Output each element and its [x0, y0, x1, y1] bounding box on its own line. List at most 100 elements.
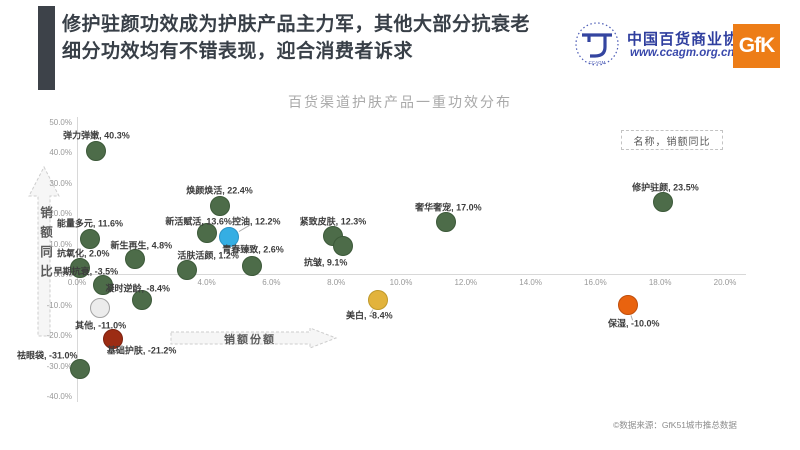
point-value: 12.2% [255, 216, 281, 227]
title-accent-bar [38, 6, 55, 90]
scatter-point-label-0: 弹力弹嫩, 40.3% [63, 129, 130, 142]
x-axis-label: 销额份额 [224, 334, 276, 346]
scatter-point-label-6: 紧致皮肤, 12.3% [300, 215, 367, 228]
scatter-point-label-12: 青春臻致, 2.6% [222, 243, 284, 256]
point-value: -21.2% [147, 345, 177, 356]
y-tick: 50.0% [49, 117, 72, 127]
scatter-point-19 [70, 358, 91, 379]
x-tick: 12.0% [454, 278, 478, 287]
x-tick: 0.0% [67, 278, 87, 287]
association-url-label: www.ccagm.org.cn [630, 47, 735, 59]
point-value: -8.4% [146, 283, 171, 294]
point-name: 修护驻颜, [632, 182, 674, 193]
scatter-point-label-8: 抗皱, 9.1% [304, 256, 348, 269]
point-name: 青春臻致, [222, 244, 264, 255]
point-name: 祛眼袋, [16, 350, 49, 361]
point-value: -11.0% [98, 320, 127, 331]
scatter-point-label-15: 美白, -8.4% [346, 308, 393, 321]
point-name: 活肤活颜, [177, 250, 219, 261]
page-title-line1: 修护驻颜功效成为护肤产品主力军，其他大部分抗衰老 [62, 14, 531, 35]
scatter-point-label-14: 凝时逆龄, -8.4% [106, 281, 171, 294]
x-tick: 6.0% [262, 278, 281, 287]
point-value: 12.3% [340, 216, 367, 227]
point-value: 22.4% [227, 185, 253, 196]
gfk-logo: GfK [733, 24, 780, 68]
scatter-point-label-19: 祛眼袋, -31.0% [17, 348, 78, 361]
scatter-point-3 [436, 212, 457, 233]
point-name: 奢华奢宠, [415, 202, 457, 213]
scatter-point-11 [177, 260, 198, 281]
point-value: 40.3% [104, 130, 130, 141]
scatter-point-9 [125, 249, 146, 270]
scatter-point-12 [241, 256, 262, 277]
point-value: 13.6% [206, 216, 232, 227]
x-tick: 20.0% [713, 278, 737, 287]
point-name: 早期抗衰, [53, 266, 95, 277]
scatter-point-label-3: 奢华奢宠, 17.0% [415, 201, 482, 214]
x-tick: 4.0% [197, 278, 216, 287]
point-name: 弹力弹嫩, [63, 130, 105, 141]
point-name: 新活赋活, [165, 216, 207, 227]
scatter-point-7 [79, 228, 100, 249]
scatter-point-0 [86, 141, 107, 162]
point-name: 凝时逆龄, [105, 283, 147, 294]
point-value: -31.0% [48, 350, 78, 361]
x-tick: 10.0% [389, 278, 413, 287]
scatter-point-label-9: 新生再生, 4.8% [111, 239, 173, 252]
scatter-point-17 [89, 297, 110, 318]
y-tick: -20.0% [46, 331, 72, 340]
scatter-point-10 [70, 257, 91, 278]
point-value: 1.2% [218, 250, 239, 261]
page-title-line2: 细分功效均有不错表现，迎合消费者诉求 [62, 40, 414, 62]
point-name: 控油, [231, 216, 256, 227]
y-tick: 30.0% [49, 178, 72, 188]
association-name-label: 中国百货商业协会 [627, 31, 756, 48]
scatter-point-8 [332, 236, 353, 257]
point-name: 美白, [346, 310, 370, 321]
scatter-point-label-1: 焕颜焕活, 22.4% [186, 183, 253, 196]
point-value: -8.4% [369, 310, 393, 321]
y-tick: 0.0% [53, 270, 72, 279]
scatter-point-label-11: 活肤活颜, 1.2% [177, 249, 239, 262]
legend-box: 名称，销额同比 [621, 130, 723, 150]
point-name: 抗氧化, [56, 248, 89, 259]
point-name: 抗皱, [303, 257, 327, 268]
x-tick: 8.0% [327, 278, 346, 287]
scatter-point-label-18: 基础护肤, -21.2% [107, 343, 177, 356]
point-value: 2.6% [263, 244, 284, 255]
point-name: 基础护肤, [106, 345, 148, 356]
y-tick: 40.0% [49, 148, 72, 157]
scatter-point-14 [131, 289, 152, 310]
scatter-point-label-5: 控油, 12.2% [232, 214, 281, 227]
y-tick: -10.0% [46, 300, 72, 310]
point-value: -3.5% [94, 266, 119, 277]
y-axis-label: 销额同比 [38, 206, 52, 284]
point-name: 紧致皮肤, [299, 216, 341, 227]
scatter-point-label-10: 抗氧化, 2.0% [57, 246, 110, 259]
point-value: 4.8% [151, 240, 173, 251]
point-value: 23.5% [673, 182, 699, 193]
ccagm-logo-icon: CCAGM [575, 22, 619, 66]
scatter-point-13 [92, 274, 113, 295]
y-tick: -30.0% [46, 361, 72, 371]
scatter-point-5 [219, 226, 240, 247]
x-axis-line [77, 274, 746, 275]
x-tick: 18.0% [648, 278, 672, 287]
scatter-point-16 [617, 294, 638, 315]
y-tick: 10.0% [49, 239, 72, 249]
page-title: 修护驻颜功效成为护肤产品主力军，其他大部分抗衰老 细分功效均有不错表现，迎合消费… [62, 12, 530, 65]
point-value: 9.1% [326, 257, 348, 268]
x-tick: 16.0% [584, 278, 607, 287]
point-name: 能量多元, [56, 218, 98, 229]
x-tick: 14.0% [519, 278, 542, 287]
x-axis-arrow [170, 327, 338, 349]
point-name: 保湿, [608, 318, 632, 328]
scatter-point-4 [196, 222, 217, 243]
scatter-point-label-16: 保湿, -10.0% [608, 316, 660, 329]
point-value: 2.0% [88, 248, 110, 259]
y-tick: 20.0% [49, 209, 72, 218]
scatter-point-2 [653, 192, 674, 213]
data-source: ©数据来源：GfK51城市推总数据 [613, 420, 737, 430]
point-name: 焕颜焕活, [186, 185, 228, 196]
